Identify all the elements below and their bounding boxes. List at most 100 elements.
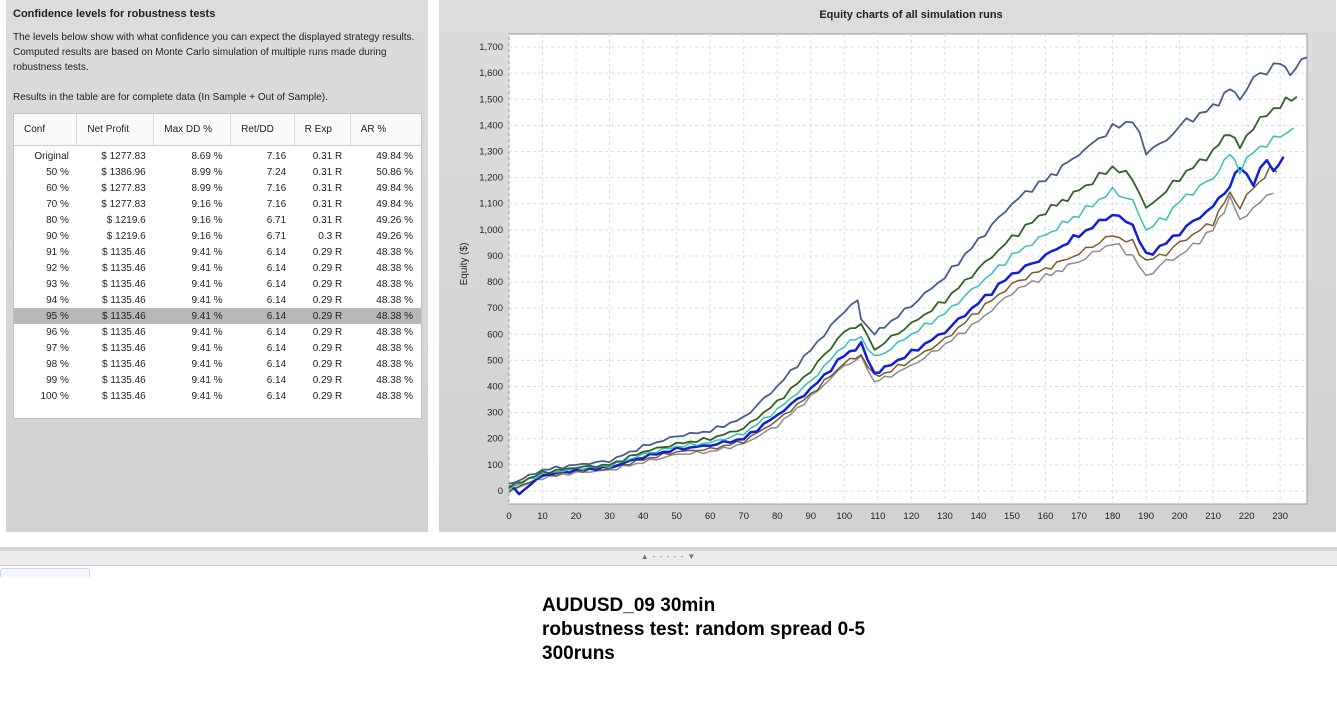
- table-cell: 9.41 %: [191, 390, 223, 402]
- table-cell: 70 %: [46, 198, 69, 210]
- x-tick-label: 80: [772, 511, 783, 522]
- annotation-text: AUDUSD_09 30min robustness test: random …: [542, 594, 865, 666]
- table-cell: 9.16 %: [191, 198, 223, 210]
- table-cell: 50 %: [46, 166, 69, 178]
- y-tick-label: 1,100: [479, 199, 503, 210]
- table-cell: 9.41 %: [191, 278, 223, 290]
- table-cell: 99 %: [46, 374, 69, 386]
- table-cell: 6.14: [266, 262, 287, 274]
- column-header[interactable]: Net Profit: [76, 114, 155, 146]
- table-cell: 0.31 R: [312, 182, 343, 194]
- table-cell: 7.16: [266, 150, 287, 162]
- equity-series-line: [508, 192, 1274, 492]
- column-header[interactable]: Conf: [14, 114, 78, 146]
- table-row[interactable]: Original $ 1277.83 8.69 % 7.16 0.31 R 49.84 %: [14, 148, 421, 164]
- bottom-tab[interactable]: [0, 568, 90, 577]
- splitter-arrows-icon[interactable]: ▲ - - - - - ▼: [640, 552, 697, 561]
- x-tick-label: 110: [870, 511, 885, 522]
- column-header[interactable]: Ret/DD: [230, 114, 295, 146]
- table-row[interactable]: 92 % $ 1135.46 9.41 % 6.14 0.29 R 48.38 %: [14, 260, 421, 276]
- table-cell: 6.14: [266, 278, 287, 290]
- table-cell: $ 1277.83: [101, 150, 146, 162]
- table-cell: $ 1277.83: [101, 182, 146, 194]
- table-cell: 6.14: [266, 246, 287, 258]
- table-cell: 49.26 %: [376, 230, 413, 242]
- table-row[interactable]: 80 % $ 1219.6 9.16 % 6.71 0.31 R 49.26 %: [14, 212, 421, 228]
- x-tick-label: 200: [1172, 511, 1188, 522]
- table-cell: 91 %: [46, 246, 69, 258]
- table-cell: 7.16: [266, 198, 287, 210]
- table-row[interactable]: 94 % $ 1135.46 9.41 % 6.14 0.29 R 48.38 %: [14, 292, 421, 308]
- table-cell: 7.24: [266, 166, 287, 178]
- table-cell: 48.38 %: [376, 326, 413, 338]
- table-cell: 49.84 %: [376, 150, 413, 162]
- table-row[interactable]: 90 % $ 1219.6 9.16 % 6.71 0.3 R 49.26 %: [14, 228, 421, 244]
- table-cell: 6.14: [266, 294, 287, 306]
- table-row[interactable]: 70 % $ 1277.83 9.16 % 7.16 0.31 R 49.84 %: [14, 196, 421, 212]
- table-cell: $ 1277.83: [101, 198, 146, 210]
- table-row[interactable]: 50 % $ 1386.96 8.99 % 7.24 0.31 R 50.86 %: [14, 164, 421, 180]
- table-row[interactable]: 97 % $ 1135.46 9.41 % 6.14 0.29 R 48.38 %: [14, 340, 421, 356]
- confidence-panel: Confidence levels for robustness tests T…: [6, 0, 428, 532]
- table-cell: 48.38 %: [376, 278, 413, 290]
- table-cell: 90 %: [46, 230, 69, 242]
- table-cell: 98 %: [46, 358, 69, 370]
- table-cell: $ 1135.46: [101, 390, 146, 402]
- table-cell: 0.29 R: [312, 294, 343, 306]
- column-header[interactable]: R Exp: [294, 114, 351, 146]
- splitter-bar[interactable]: ▲ - - - - - ▼: [0, 551, 1337, 566]
- table-cell: 97 %: [46, 342, 69, 354]
- table-cell: 6.14: [230, 308, 295, 324]
- table-cell: $ 1135.46: [101, 374, 146, 386]
- table-cell: 48.38 %: [376, 294, 413, 306]
- table-cell: 48.38 %: [376, 262, 413, 274]
- table-cell: 49.84 %: [376, 182, 413, 194]
- equity-series-line: [508, 156, 1285, 496]
- table-cell: 6.14: [266, 326, 287, 338]
- y-tick-label: 200: [487, 434, 503, 445]
- x-tick-label: 20: [571, 511, 582, 522]
- y-tick-label: 1,300: [479, 147, 503, 158]
- table-cell: 94 %: [46, 294, 69, 306]
- y-tick-label: 800: [487, 277, 503, 288]
- table-row[interactable]: 93 % $ 1135.46 9.41 % 6.14 0.29 R 48.38 %: [14, 276, 421, 292]
- table-cell: $ 1135.46: [76, 308, 154, 324]
- y-tick-label: 1,600: [479, 68, 503, 79]
- x-tick-label: 140: [970, 511, 986, 522]
- table-row[interactable]: 91 % $ 1135.46 9.41 % 6.14 0.29 R 48.38 %: [14, 244, 421, 260]
- table-cell: 48.38 %: [376, 358, 413, 370]
- table-row[interactable]: 99 % $ 1135.46 9.41 % 6.14 0.29 R 48.38 %: [14, 372, 421, 388]
- y-tick-label: 1,000: [479, 225, 503, 236]
- table-cell: 0.29 R: [312, 262, 343, 274]
- table-row[interactable]: 100 % $ 1135.46 9.41 % 6.14 0.29 R 48.38 %: [14, 388, 421, 404]
- table-cell: $ 1135.46: [101, 278, 146, 290]
- table-cell: 96 %: [46, 326, 69, 338]
- table-cell: 8.99 %: [191, 166, 223, 178]
- table-cell: 6.14: [266, 358, 287, 370]
- table-cell: 8.69 %: [191, 150, 223, 162]
- equity-chart-panel: Equity charts of all simulation runs 0 100…: [439, 0, 1336, 532]
- table-cell: 6.14: [266, 374, 287, 386]
- table-row[interactable]: 98 % $ 1135.46 9.41 % 6.14 0.29 R 48.38 %: [14, 356, 421, 372]
- y-tick-label: 700: [487, 303, 503, 314]
- table-cell: 48.38 %: [376, 390, 413, 402]
- table-cell: $ 1135.46: [101, 262, 146, 274]
- table-cell: 48.38 %: [376, 374, 413, 386]
- y-tick-label: 300: [487, 408, 503, 419]
- annotation-line-3: 300runs: [542, 643, 615, 664]
- table-row[interactable]: 60 % $ 1277.83 8.99 % 7.16 0.31 R 49.84 %: [14, 180, 421, 196]
- table-cell: 6.71: [266, 214, 287, 226]
- column-header[interactable]: AR %: [350, 114, 421, 146]
- x-tick-label: 180: [1105, 511, 1121, 522]
- table-row[interactable]: 95 % $ 1135.46 9.41 % 6.14 0.29 R 48.38 %: [14, 308, 421, 324]
- x-tick-label: 120: [903, 511, 919, 522]
- x-tick-label: 0: [506, 511, 511, 522]
- table-cell: 9.41 %: [153, 308, 231, 324]
- x-tick-label: 100: [836, 511, 852, 522]
- y-tick-label: 1,200: [479, 173, 503, 184]
- x-tick-label: 190: [1138, 511, 1154, 522]
- column-header[interactable]: Max DD %: [153, 114, 232, 146]
- table-cell: 50.86 %: [376, 166, 413, 178]
- table-cell: 60 %: [46, 182, 69, 194]
- table-row[interactable]: 96 % $ 1135.46 9.41 % 6.14 0.29 R 48.38 %: [14, 324, 421, 340]
